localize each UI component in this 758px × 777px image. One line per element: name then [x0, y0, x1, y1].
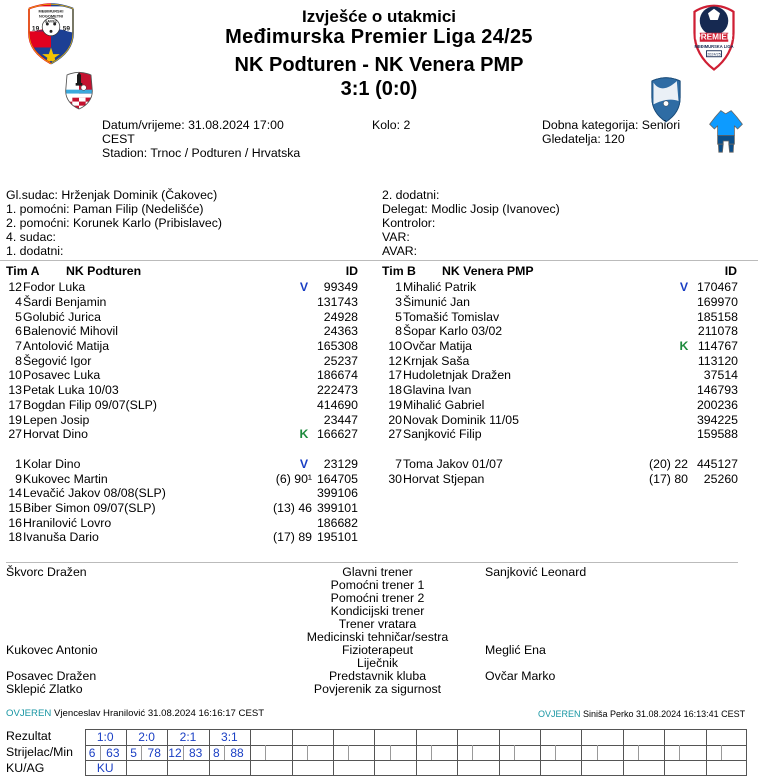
- svg-text:2024/25: 2024/25: [707, 52, 721, 56]
- svg-text:19: 19: [32, 26, 40, 33]
- svg-text:MEĐIMURSKA LIGA: MEĐIMURSKA LIGA: [694, 44, 733, 49]
- svg-text:MEĐIMURSKI: MEĐIMURSKI: [39, 8, 64, 13]
- svg-text:59: 59: [63, 26, 71, 33]
- svg-text:PREMIER: PREMIER: [695, 33, 733, 42]
- svg-text:NOGOMETNI: NOGOMETNI: [39, 13, 63, 18]
- svg-text:SAVEZ: SAVEZ: [45, 19, 58, 24]
